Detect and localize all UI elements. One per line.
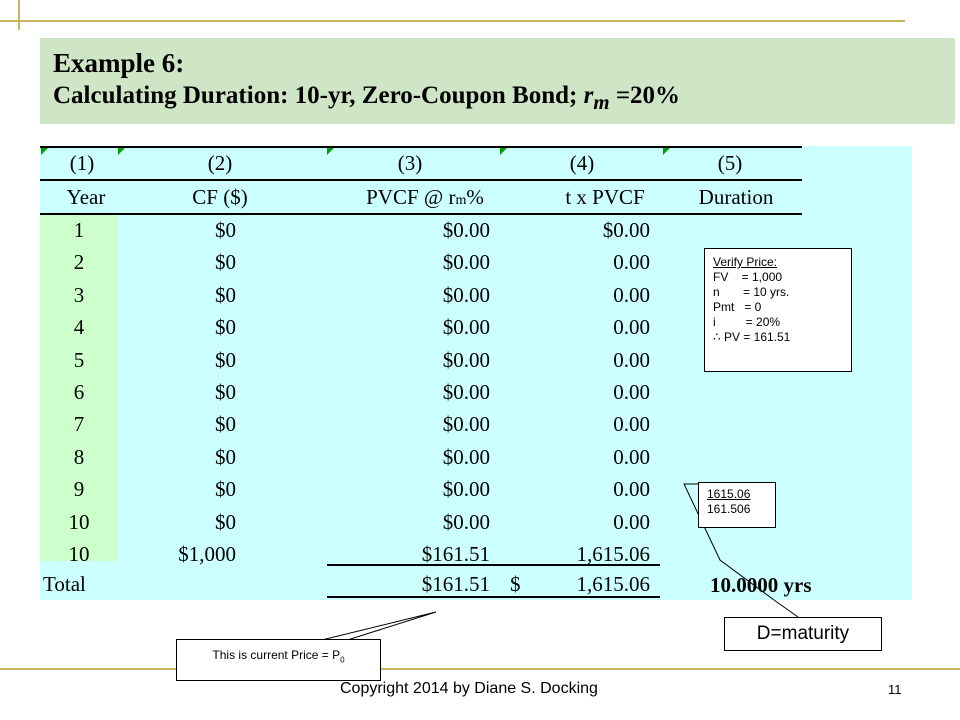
- cell-t-x-pvcf: 0.00: [613, 510, 650, 534]
- year-column-highlight: [40, 215, 117, 561]
- cell-year: 7: [73, 412, 85, 436]
- cell-year: 4: [73, 315, 85, 339]
- total-label: Total: [43, 572, 86, 596]
- cell-pvcf: $0.00: [442, 315, 490, 339]
- total-bottom-rule: [327, 596, 660, 598]
- cell-pvcf: $0.00: [442, 477, 490, 501]
- cell-year: 1: [73, 218, 85, 242]
- header-t-x-pvcf: t x PVCF: [565, 185, 645, 209]
- total-pvcf: $161.51: [421, 572, 490, 596]
- cell-pvcf: $0.00: [442, 250, 490, 274]
- cell-t-x-pvcf: 0.00: [613, 412, 650, 436]
- comment-marker: [500, 148, 507, 155]
- total-duration: 10.0000 yrs: [710, 573, 812, 597]
- total-t-x-pvcf: 1,615.06: [576, 572, 651, 596]
- comment-marker: [41, 148, 48, 155]
- cell-cf: $0: [215, 315, 236, 339]
- total-top-rule: [327, 564, 660, 566]
- col-number-5: (5): [717, 151, 743, 175]
- total-dollar-sign: $: [510, 572, 521, 596]
- cell-cf: $0: [215, 250, 236, 274]
- header-cf: CF ($): [192, 185, 248, 209]
- cell-year: 2: [73, 250, 85, 274]
- cell-t-x-pvcf: 0.00: [613, 380, 650, 404]
- verify-line: Pmt = 0: [713, 300, 762, 314]
- cell-pvcf: $0.00: [442, 412, 490, 436]
- verify-line: i = 20%: [713, 315, 781, 329]
- verify-line: FV = 1,000: [713, 270, 783, 284]
- verify-price-box: Verify Price: FV = 1,000 n = 10 yrs. Pmt…: [704, 248, 852, 372]
- cell-pvcf: $0.00: [442, 218, 490, 242]
- cell-cf: $0: [215, 218, 236, 242]
- calc-denominator: 161.506: [707, 502, 751, 516]
- cell-cf: $0: [215, 412, 236, 436]
- cell-t-x-pvcf: 0.00: [613, 250, 650, 274]
- header-pvcf: PVCF @ rm%: [366, 185, 484, 209]
- cell-t-x-pvcf: 1,615.06: [576, 542, 651, 566]
- cell-year: 10: [68, 542, 90, 566]
- top-frame-vertical: [18, 0, 20, 30]
- title-band: [40, 38, 955, 124]
- copyright-footer: Copyright 2014 by Diane S. Docking: [340, 680, 598, 697]
- d-equals-maturity-label: D=maturity: [724, 617, 882, 651]
- cell-pvcf: $0.00: [442, 283, 490, 307]
- comment-marker: [118, 148, 125, 155]
- header-year: Year: [66, 185, 106, 209]
- cell-cf: $0: [215, 380, 236, 404]
- cell-cf: $0: [215, 283, 236, 307]
- duration-calc-box: 1615.06 161.506: [698, 482, 776, 528]
- col-number-4: (4): [569, 151, 595, 175]
- cell-pvcf: $0.00: [442, 348, 490, 372]
- header-mid-rule: [40, 179, 802, 181]
- cell-pvcf: $0.00: [442, 445, 490, 469]
- cell-cf: $1,000: [178, 542, 236, 566]
- calc-numerator: 1615.06: [707, 487, 751, 501]
- verify-title: Verify Price:: [713, 255, 778, 269]
- cell-year: 10: [68, 510, 90, 534]
- bottom-frame-line: [0, 668, 960, 670]
- cell-year: 3: [73, 283, 85, 307]
- cell-t-x-pvcf: 0.00: [613, 445, 650, 469]
- cell-cf: $0: [215, 348, 236, 372]
- slide-title: Example 6:: [53, 48, 185, 78]
- col-number-2: (2): [207, 151, 233, 175]
- header-top-rule: [40, 146, 802, 148]
- cell-year: 5: [73, 348, 85, 372]
- comment-marker: [663, 148, 670, 155]
- cell-t-x-pvcf: 0.00: [613, 477, 650, 501]
- cell-cf: $0: [215, 445, 236, 469]
- col-number-1: (1): [69, 151, 95, 175]
- cell-cf: $0: [215, 477, 236, 501]
- cell-year: 9: [73, 477, 85, 501]
- cell-pvcf: $161.51: [421, 542, 490, 566]
- header-duration: Duration: [698, 185, 774, 209]
- cell-year: 8: [73, 445, 85, 469]
- cell-pvcf: $0.00: [442, 380, 490, 404]
- verify-line: n = 10 yrs.: [713, 285, 790, 299]
- cell-t-x-pvcf: $0.00: [602, 218, 650, 242]
- page-number: 11: [888, 682, 902, 697]
- cell-t-x-pvcf: 0.00: [613, 348, 650, 372]
- cell-t-x-pvcf: 0.00: [613, 283, 650, 307]
- cell-t-x-pvcf: 0.00: [613, 315, 650, 339]
- current-price-note: This is current Price = P0: [176, 639, 381, 681]
- cell-year: 6: [73, 380, 85, 404]
- cell-cf: $0: [215, 510, 236, 534]
- dmaturity-leader-line: [773, 599, 799, 618]
- header-bottom-rule: [40, 213, 802, 215]
- verify-line: ∴ PV = 161.51: [713, 330, 791, 344]
- slide-subtitle: Calculating Duration: 10-yr, Zero-Coupon…: [53, 82, 681, 114]
- cell-pvcf: $0.00: [442, 510, 490, 534]
- col-number-3: (3): [397, 151, 423, 175]
- comment-marker: [327, 148, 334, 155]
- top-frame-line: [0, 20, 905, 22]
